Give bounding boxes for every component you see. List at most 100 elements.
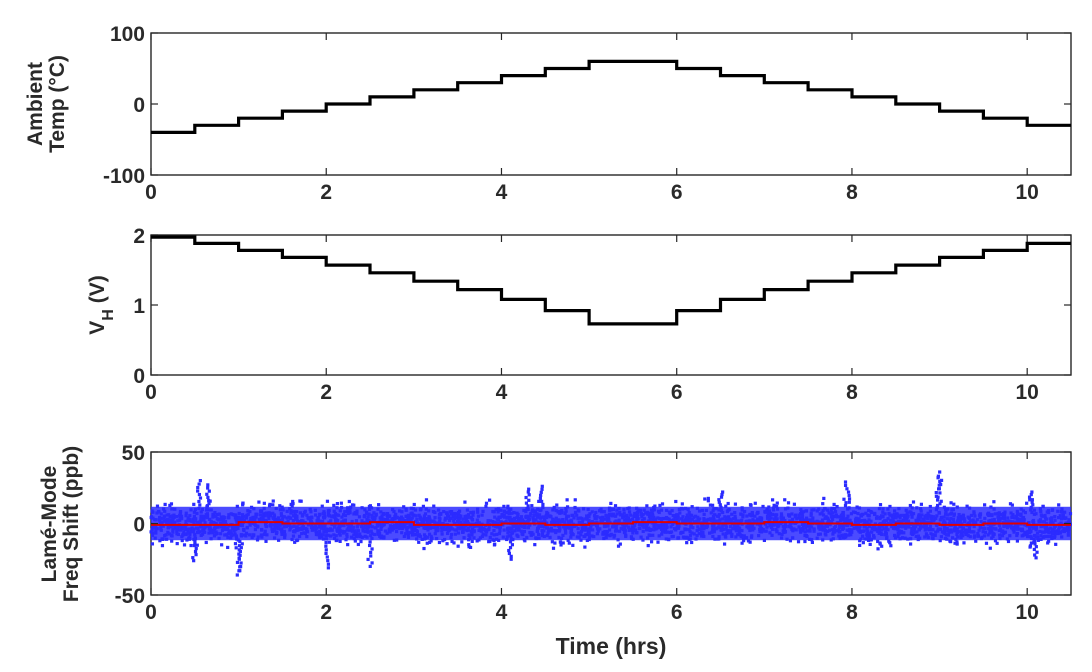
freq-shift-point xyxy=(916,520,920,524)
freq-shift-point xyxy=(953,541,957,545)
freq-shift-excursion-point xyxy=(238,553,242,557)
freq-shift-point xyxy=(433,520,437,524)
freq-shift-point xyxy=(704,518,708,522)
freq-shift-point xyxy=(248,533,252,537)
freq-shift-point xyxy=(883,512,887,516)
freq-shift-point xyxy=(853,520,858,524)
freq-shift-point xyxy=(867,508,871,512)
freq-shift-point xyxy=(365,526,369,530)
freq-shift-point xyxy=(821,538,825,542)
freq-shift-point xyxy=(352,533,356,537)
freq-shift-point xyxy=(740,518,744,522)
freq-shift-point xyxy=(917,528,921,532)
freq-shift-point xyxy=(551,508,555,512)
freq-shift-point xyxy=(467,545,471,549)
freq-shift-point xyxy=(666,530,670,534)
freq-shift-point xyxy=(161,537,165,541)
freq-shift-point xyxy=(217,512,221,516)
freq-shift-point xyxy=(438,517,442,521)
freq-shift-point xyxy=(149,515,154,519)
freq-shift-point xyxy=(667,510,672,514)
freq-shift-point xyxy=(651,518,655,522)
freq-shift-point xyxy=(694,537,698,541)
freq-shift-point xyxy=(861,529,865,534)
freq-shift-point xyxy=(849,533,853,537)
freq-shift-point xyxy=(1044,529,1048,534)
freq-shift-point xyxy=(570,525,574,529)
freq-shift-point xyxy=(792,502,797,506)
freq-shift-point xyxy=(1029,541,1033,545)
freq-shift-point xyxy=(315,532,320,537)
freq-shift-point xyxy=(772,503,776,507)
freq-shift-point xyxy=(767,509,772,513)
freq-shift-point xyxy=(991,534,995,538)
freq-shift-point xyxy=(185,538,189,542)
freq-shift-point xyxy=(456,519,461,523)
freq-shift-point xyxy=(770,527,775,531)
freq-shift-excursion-point xyxy=(237,548,241,552)
freq-shift-point xyxy=(534,536,538,541)
freq-shift-point xyxy=(343,530,347,534)
freq-shift-excursion-point xyxy=(538,496,542,501)
freq-shift-point xyxy=(829,508,833,512)
freq-shift-point xyxy=(564,531,568,535)
freq-shift-point xyxy=(687,528,691,532)
freq-shift-point xyxy=(837,534,841,538)
freq-shift-point xyxy=(822,525,827,529)
freq-shift-point xyxy=(884,527,888,531)
freq-shift-point xyxy=(1062,527,1066,531)
freq-shift-excursion-point xyxy=(843,483,848,487)
freq-shift-point xyxy=(480,513,484,517)
freq-shift-point xyxy=(495,532,499,537)
freq-shift-point xyxy=(960,529,964,533)
freq-shift-point xyxy=(480,534,484,539)
freq-shift-point xyxy=(270,527,274,531)
freq-shift-point xyxy=(366,528,370,532)
freq-shift-point xyxy=(595,515,599,519)
freq-shift-point xyxy=(700,508,705,513)
freq-shift-point xyxy=(332,503,336,508)
freq-shift-point xyxy=(588,526,592,530)
freq-shift-point xyxy=(1023,530,1027,534)
freq-shift-point xyxy=(537,524,541,528)
freq-shift-point xyxy=(692,520,697,524)
freq-shift-point xyxy=(367,512,371,516)
freq-shift-point xyxy=(392,524,396,528)
freq-shift-point xyxy=(172,520,177,524)
freq-shift-point xyxy=(450,527,454,531)
freq-shift-excursion-point xyxy=(235,560,240,565)
freq-shift-point xyxy=(714,507,718,511)
freq-shift-point xyxy=(340,529,344,533)
freq-shift-point xyxy=(823,506,827,511)
freq-shift-point xyxy=(297,534,302,539)
freq-shift-point xyxy=(332,536,337,541)
freq-shift-point xyxy=(206,508,210,512)
freq-shift-point xyxy=(462,527,466,531)
freq-shift-point xyxy=(386,516,390,520)
freq-shift-excursion-point xyxy=(194,546,198,551)
freq-shift-point xyxy=(839,515,843,520)
freq-shift-point xyxy=(227,529,231,533)
freq-shift-point xyxy=(395,538,399,542)
freq-shift-point xyxy=(448,525,452,529)
freq-shift-point xyxy=(566,520,570,524)
freq-shift-excursion-point xyxy=(196,485,200,490)
freq-shift-point xyxy=(658,517,662,521)
freq-shift-excursion-point xyxy=(540,487,544,491)
freq-shift-point xyxy=(471,513,475,517)
freq-shift-point xyxy=(419,507,423,511)
freq-shift-point xyxy=(835,504,839,509)
freq-shift-point xyxy=(882,527,886,531)
freq-shift-point xyxy=(712,520,716,524)
freq-shift-point xyxy=(324,527,329,531)
freq-shift-point xyxy=(404,508,408,512)
freq-shift-point xyxy=(1019,528,1024,532)
freq-shift-point xyxy=(1008,502,1013,506)
freq-shift-point xyxy=(713,513,717,517)
freq-shift-excursion-point xyxy=(1030,490,1034,494)
freq-shift-point xyxy=(560,508,564,513)
freq-shift-point xyxy=(1038,507,1042,511)
freq-shift-point xyxy=(674,518,678,522)
freq-shift-point xyxy=(671,513,675,518)
